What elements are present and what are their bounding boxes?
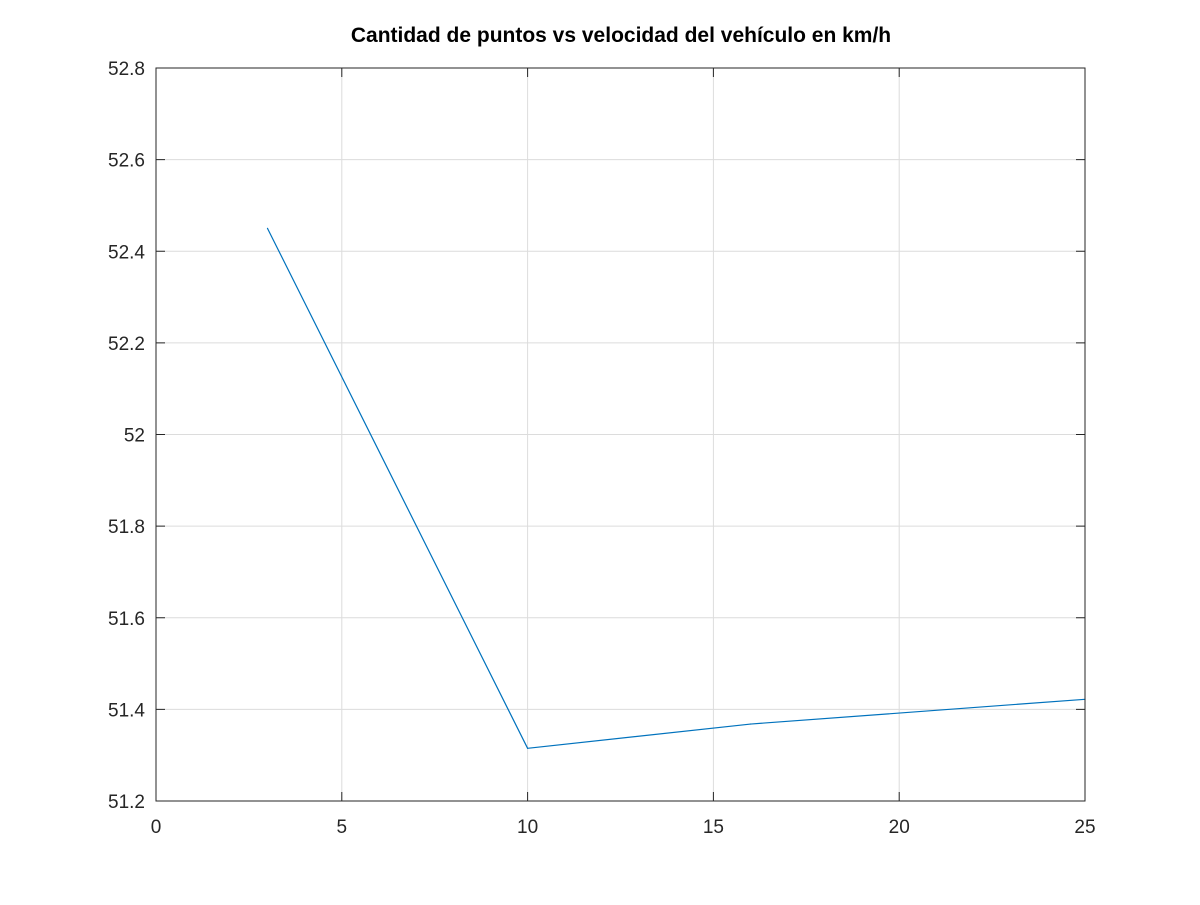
x-tick-label: 0 xyxy=(151,817,162,838)
y-tick-label: 51.2 xyxy=(108,792,145,813)
series-layer xyxy=(266,227,1086,749)
x-tick-label: 15 xyxy=(703,817,724,838)
y-tick-label: 51.6 xyxy=(108,609,145,630)
x-tick-label: 25 xyxy=(1074,817,1095,838)
x-tick-labels: 0 5 10 15 20 25 xyxy=(151,817,1096,838)
data-point xyxy=(749,723,752,725)
chart-title: Cantidad de puntos vs velocidad del vehí… xyxy=(351,24,891,47)
x-tick-label: 20 xyxy=(889,817,910,838)
x-tick-label: 5 xyxy=(337,817,348,838)
y-tick-label: 52 xyxy=(124,426,145,447)
series-line-0 xyxy=(266,228,1086,749)
y-tick-label: 52.4 xyxy=(108,242,145,263)
grid xyxy=(155,67,1086,802)
data-point xyxy=(527,747,529,749)
y-tick-label: 51.4 xyxy=(108,700,145,721)
data-point xyxy=(266,227,269,229)
y-tick-label: 52.8 xyxy=(108,59,145,80)
y-tick-label: 51.8 xyxy=(108,517,145,538)
y-tick-labels: 51.2 51.4 51.6 51.8 52 52.2 52.4 52.6 52.8 xyxy=(108,59,145,813)
y-tick-label: 52.2 xyxy=(108,334,145,355)
x-tick-label: 10 xyxy=(517,817,538,838)
ticks xyxy=(155,67,1086,802)
y-tick-label: 52.6 xyxy=(108,151,145,172)
